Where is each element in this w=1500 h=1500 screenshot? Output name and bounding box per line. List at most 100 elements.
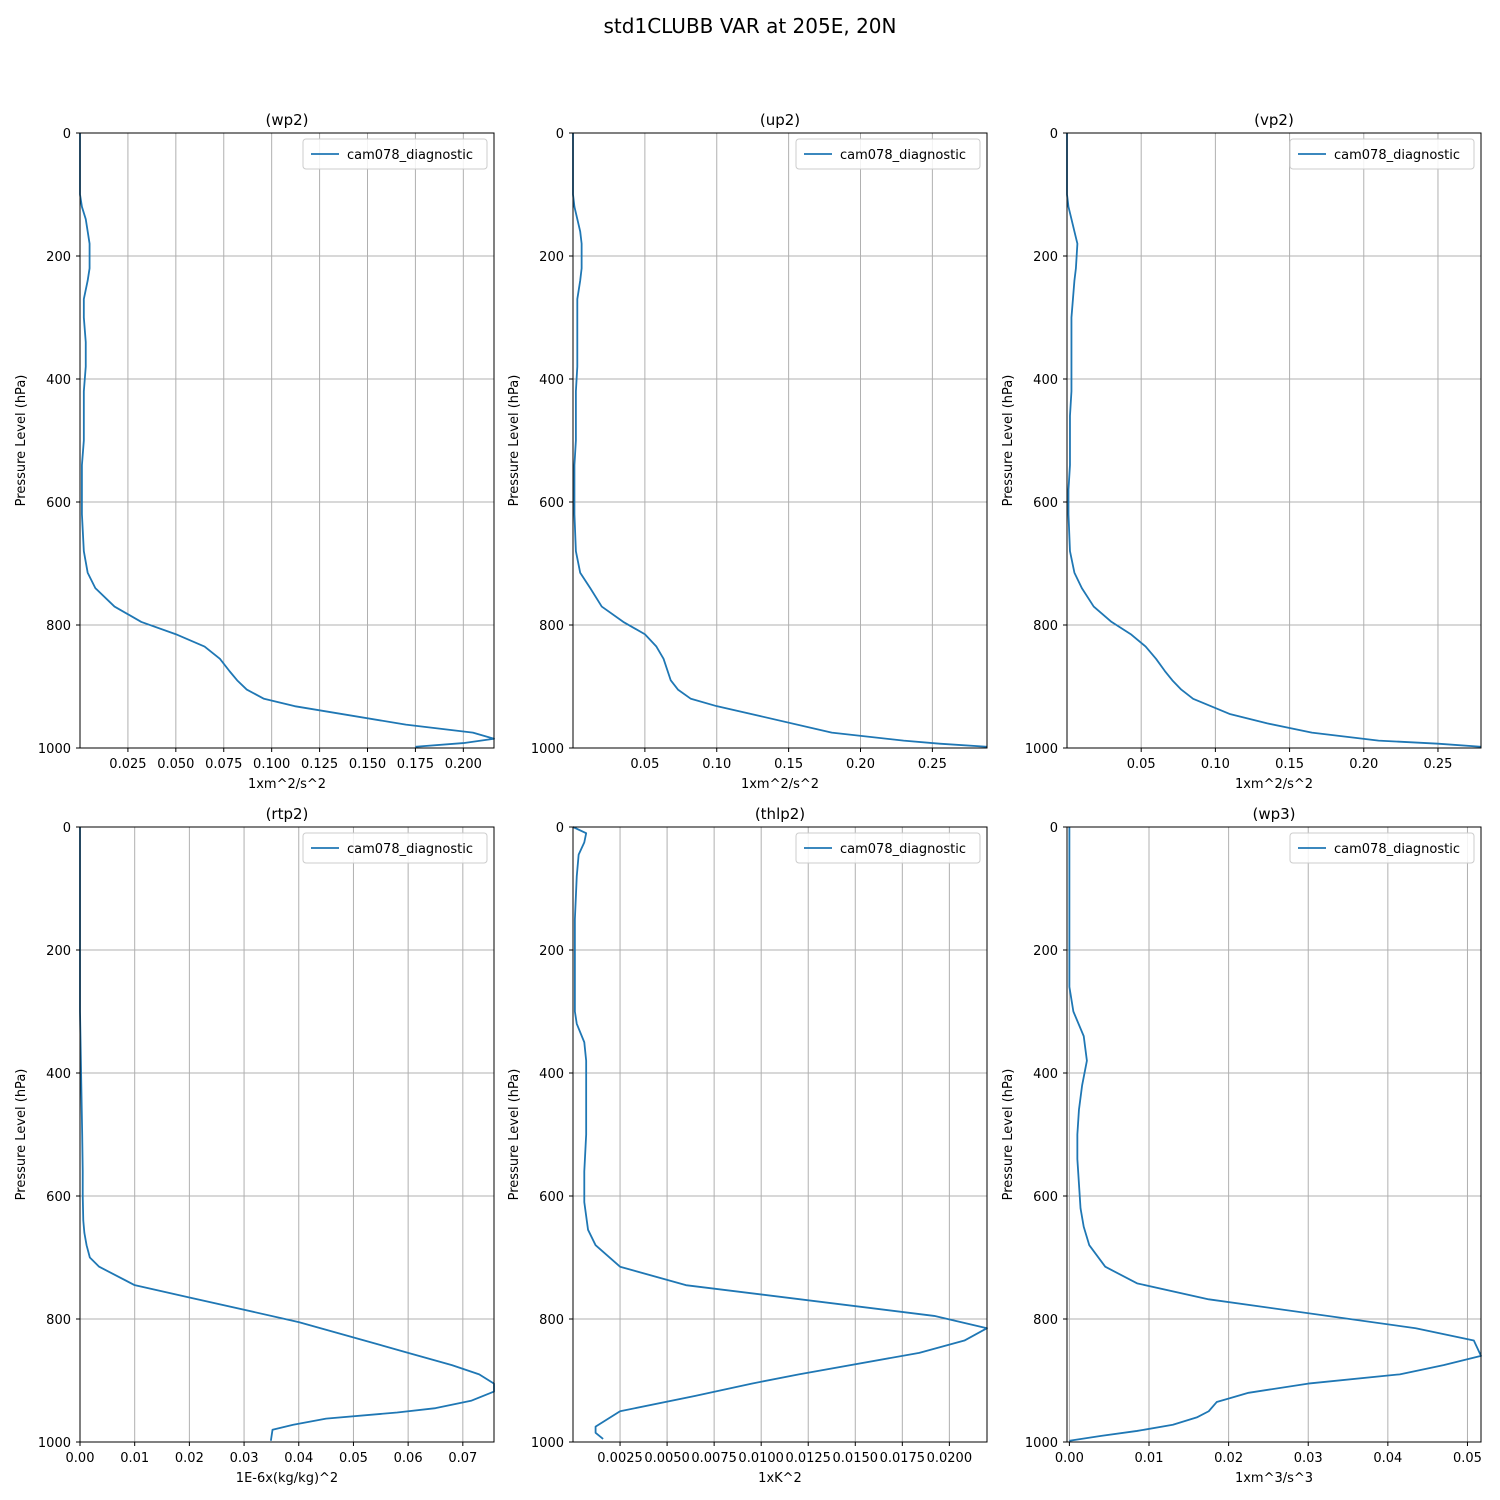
x-axis-label: 1xm^2/s^2: [1235, 777, 1313, 792]
series-line-1: [1068, 827, 1482, 1442]
x-tick-label: 0.03: [230, 1451, 259, 1466]
y-axis-label: Pressure Level (hPa): [1001, 375, 1016, 507]
x-axis-label: 1E-6x(kg/kg)^2: [236, 1471, 338, 1486]
y-axis-label: Pressure Level (hPa): [507, 375, 522, 507]
legend-label: cam078_diagnostic: [840, 842, 966, 857]
y-tick-label: 200: [1033, 944, 1058, 959]
y-tick-label: 1000: [38, 1436, 71, 1451]
legend-label: cam078_diagnostic: [1334, 148, 1460, 163]
legend-label: cam078_diagnostic: [347, 148, 473, 163]
y-tick-label: 0: [556, 127, 564, 142]
x-axis-label: 1xm^2/s^2: [741, 777, 819, 792]
y-tick-label: 400: [46, 373, 71, 388]
y-tick-label: 0: [556, 821, 564, 836]
x-tick-label: 0.20: [1349, 757, 1378, 772]
legend-box: [795, 832, 981, 864]
chart-title: (wp2): [265, 111, 308, 129]
x-tick-label: 0.06: [394, 1451, 423, 1466]
x-tick-label: 0.03: [1294, 1451, 1323, 1466]
axes-frame: [1066, 132, 1482, 749]
x-tick-label: 0.15: [774, 757, 803, 772]
y-tick-label: 400: [1033, 1067, 1058, 1082]
x-tick-label: 0.0025: [597, 1451, 643, 1466]
x-tick-label: 0.05: [1453, 1451, 1482, 1466]
chart-title: (rtp2): [266, 805, 309, 823]
x-tick-label: 0.15: [1275, 757, 1304, 772]
y-tick-label: 1000: [1025, 1436, 1058, 1451]
y-tick-label: 200: [46, 944, 71, 959]
axes-frame: [79, 826, 495, 1443]
x-axis-label: 1xm^3/s^3: [1235, 1471, 1313, 1486]
x-tick-label: 0.100: [253, 757, 290, 772]
axes-frame: [572, 826, 988, 1443]
y-tick-label: 0: [1050, 821, 1058, 836]
legend-box: [302, 138, 488, 170]
y-tick-label: 800: [46, 1313, 71, 1328]
x-tick-label: 0.200: [445, 757, 482, 772]
x-tick-label: 0.0100: [738, 1451, 784, 1466]
x-tick-label: 0.150: [349, 757, 386, 772]
x-axis-label: 1xm^2/s^2: [248, 777, 326, 792]
legend-label: cam078_diagnostic: [840, 148, 966, 163]
y-tick-label: 0: [1050, 127, 1058, 142]
x-tick-label: 0.02: [1214, 1451, 1243, 1466]
x-tick-label: 0.20: [846, 757, 875, 772]
chart-title: (thlp2): [755, 805, 805, 823]
x-tick-label: 0.01: [1135, 1451, 1164, 1466]
x-axis-label: 1xK^2: [758, 1471, 802, 1486]
x-tick-label: 0.050: [157, 757, 194, 772]
axes-frame: [79, 132, 495, 749]
y-tick-label: 600: [539, 1190, 564, 1205]
series-line-1: [1066, 133, 1482, 748]
x-tick-label: 0.25: [918, 757, 947, 772]
legend-box: [795, 138, 981, 170]
y-tick-label: 1000: [38, 742, 71, 757]
x-tick-label: 0.04: [1373, 1451, 1402, 1466]
y-tick-label: 1000: [1025, 742, 1058, 757]
y-tick-label: 600: [46, 1190, 71, 1205]
legend: cam078_diagnostic: [302, 832, 488, 864]
series-line-1: [79, 827, 495, 1441]
chart-title: (vp2): [1254, 111, 1294, 129]
x-tick-label: 0.025: [109, 757, 146, 772]
x-tick-label: 0.10: [1201, 757, 1230, 772]
x-tick-label: 0.00: [1055, 1451, 1084, 1466]
y-axis-label: Pressure Level (hPa): [507, 1069, 522, 1201]
y-tick-label: 400: [46, 1067, 71, 1082]
legend-box: [1289, 138, 1475, 170]
y-tick-label: 0: [63, 821, 71, 836]
y-tick-label: 600: [539, 496, 564, 511]
chart-panel-5: 0.0025 0.0050 0.0075 0.0100 0.0125 0.0150 0.01…: [507, 805, 988, 1486]
y-tick-label: 200: [1033, 250, 1058, 265]
legend-label: cam078_diagnostic: [347, 842, 473, 857]
chart-panel-1: 0.025 0.050 0.075 0.100 0.125 0.150 0.175 0.200…: [14, 111, 495, 792]
x-tick-label: 0.125: [301, 757, 338, 772]
x-tick-label: 0.25: [1423, 757, 1452, 772]
x-tick-label: 0.00: [66, 1451, 95, 1466]
x-tick-label: 0.075: [205, 757, 242, 772]
y-tick-label: 200: [539, 944, 564, 959]
chart-title: (up2): [760, 111, 800, 129]
chart-panel-4: 0.00 0.01 0.02 0.03 0.04 0.05 0.06 0.07 0 200 400 6…: [14, 805, 495, 1486]
legend: cam078_diagnostic: [795, 138, 981, 170]
x-tick-label: 0.0075: [691, 1451, 737, 1466]
legend: cam078_diagnostic: [302, 138, 488, 170]
y-tick-label: 1000: [531, 742, 564, 757]
axes-frame: [1066, 826, 1482, 1443]
x-tick-label: 0.05: [339, 1451, 368, 1466]
y-tick-label: 600: [1033, 1190, 1058, 1205]
x-tick-label: 0.0150: [833, 1451, 879, 1466]
y-tick-label: 600: [1033, 496, 1058, 511]
chart-panel-3: 0.05 0.10 0.15 0.20 0.25 0 200 400 600 800 1000 (vp…: [1001, 111, 1482, 792]
x-tick-label: 0.05: [1127, 757, 1156, 772]
series-line-1: [572, 133, 988, 748]
axes-frame: [572, 132, 988, 749]
legend: cam078_diagnostic: [1289, 138, 1475, 170]
legend-label: cam078_diagnostic: [1334, 842, 1460, 857]
y-tick-label: 800: [1033, 619, 1058, 634]
figure-title: std1CLUBB VAR at 205E, 20N: [603, 14, 897, 38]
y-tick-label: 800: [539, 619, 564, 634]
y-tick-label: 400: [539, 1067, 564, 1082]
legend: cam078_diagnostic: [795, 832, 981, 864]
